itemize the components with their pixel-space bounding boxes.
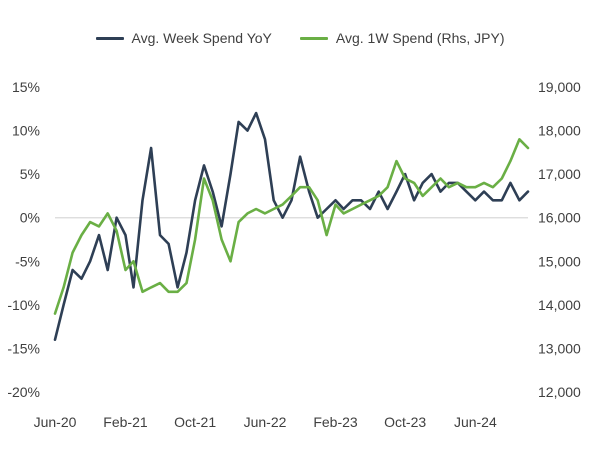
x-axis-tick-label: Jun-22: [244, 414, 287, 430]
left-axis-tick-label: -15%: [7, 340, 40, 356]
series-line-yoy: [53, 111, 530, 342]
x-axis-tick-label: Feb-23: [313, 414, 358, 430]
legend-swatch-yoy: [95, 36, 124, 40]
left-axis-tick-label: 10%: [12, 123, 40, 139]
right-axis-tick-label: 13,000: [538, 340, 581, 356]
right-axis-tick-label: 15,000: [538, 253, 581, 269]
left-axis-tick-label: -10%: [7, 297, 40, 313]
left-axis-tick-label: 15%: [12, 79, 40, 95]
right-axis-tick-label: 14,000: [538, 297, 581, 313]
x-axis-tick-label: Feb-21: [103, 414, 148, 430]
x-axis-tick-label: Oct-21: [174, 414, 216, 430]
legend-label-spend: Avg. 1W Spend (Rhs, JPY): [335, 30, 505, 46]
left-axis-tick-label: -20%: [7, 384, 40, 400]
legend-swatch-spend: [299, 36, 328, 40]
legend-item-yoy: Avg. Week Spend YoY: [95, 30, 272, 46]
left-axis-tick-label: 0%: [20, 210, 40, 226]
right-axis-tick-label: 19,000: [538, 79, 581, 95]
x-axis-tick-label: Jun-20: [34, 414, 77, 430]
right-axis-tick-label: 18,000: [538, 123, 581, 139]
x-axis-tick-label: Jun-24: [454, 414, 497, 430]
left-axis-tick-label: 5%: [20, 166, 40, 182]
legend-item-spend: Avg. 1W Spend (Rhs, JPY): [299, 30, 505, 46]
legend-label-yoy: Avg. Week Spend YoY: [131, 30, 272, 46]
right-axis-tick-label: 17,000: [538, 166, 581, 182]
legend: Avg. Week Spend YoY Avg. 1W Spend (Rhs, …: [0, 26, 600, 50]
right-axis-tick-label: 12,000: [538, 384, 581, 400]
right-axis-tick-label: 16,000: [538, 210, 581, 226]
left-axis-tick-label: -5%: [15, 253, 40, 269]
series-line-spend: [53, 138, 530, 315]
x-axis-tick-label: Oct-23: [384, 414, 426, 430]
